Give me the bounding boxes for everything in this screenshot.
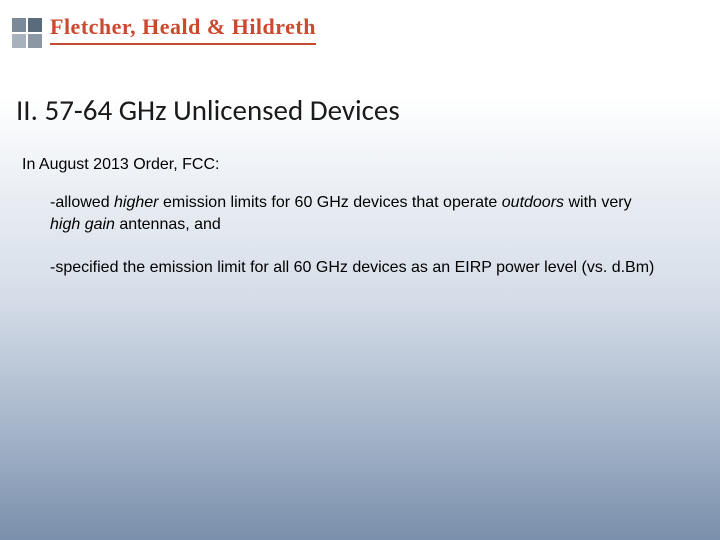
logo-square <box>12 34 26 48</box>
bullet-text: -allowed <box>50 194 114 211</box>
header: Fletcher, Heald & Hildreth <box>0 0 720 48</box>
firm-name: Fletcher, Heald & Hildreth <box>50 14 316 45</box>
bullet-item: -specified the emission limit for all 60… <box>50 257 660 279</box>
logo-square <box>12 18 26 32</box>
bullet-text: antennas, and <box>115 216 221 233</box>
intro-text: In August 2013 Order, FCC: <box>22 156 720 174</box>
firm-name-wrap: Fletcher, Heald & Hildreth <box>50 14 316 45</box>
bullet-text: with very <box>564 194 632 211</box>
section-title: II. 57-64 GHz Unlicensed Devices <box>16 92 720 128</box>
bullet-list: -allowed higher emission limits for 60 G… <box>50 192 720 279</box>
logo-square <box>28 34 42 48</box>
bullet-text: -specified the emission limit for all 60… <box>50 259 654 276</box>
bullet-em: high gain <box>50 216 115 233</box>
bullet-em: higher <box>114 194 158 211</box>
bullet-text: emission limits for 60 GHz devices that … <box>159 194 502 211</box>
logo-square <box>28 18 42 32</box>
bullet-item: -allowed higher emission limits for 60 G… <box>50 192 660 235</box>
bullet-em: outdoors <box>502 194 564 211</box>
logo-icon <box>12 18 42 48</box>
